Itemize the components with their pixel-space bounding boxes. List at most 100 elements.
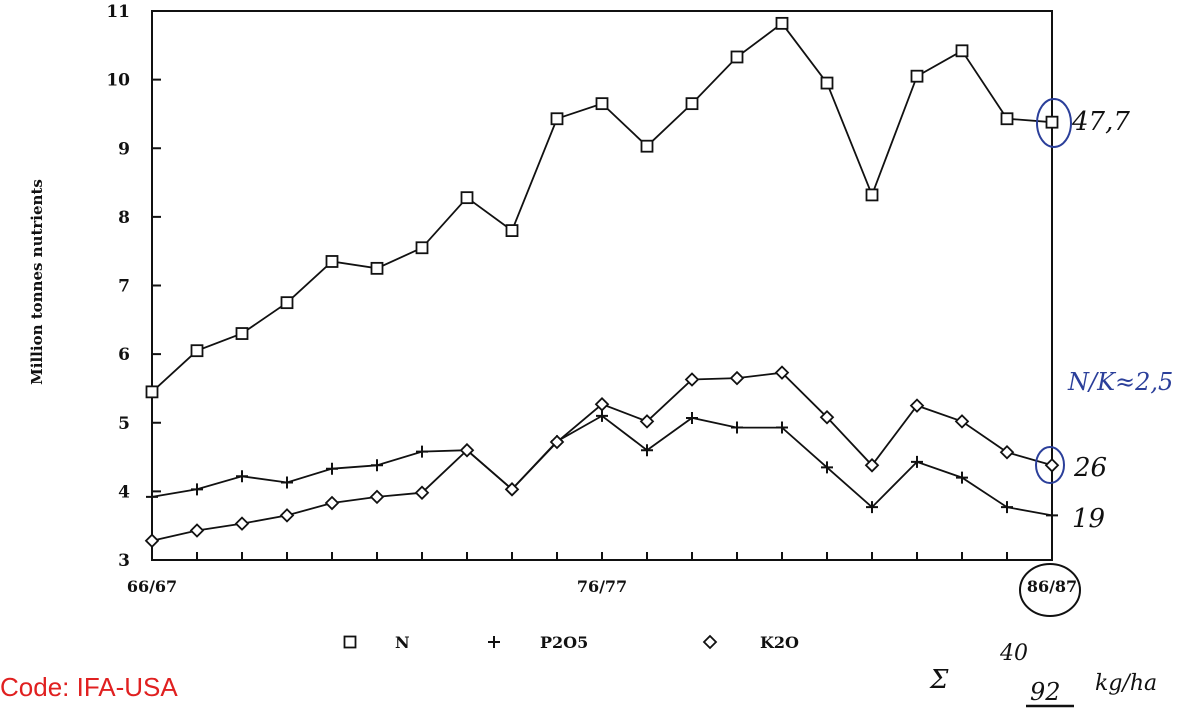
data-point-plus (1046, 509, 1058, 522)
y-tick-label: 9 (118, 139, 130, 159)
y-tick-label: 3 (118, 551, 130, 571)
y-tick-label: 7 (118, 277, 130, 297)
y-axis: 3 4 5 6 7 8 9 10 11 (106, 2, 161, 571)
y-tick-label: 5 (118, 414, 130, 434)
data-point-square (865, 188, 879, 202)
annotation-p-end: 19 (1072, 504, 1105, 534)
data-point-square (640, 139, 654, 153)
series-p2o5 (146, 409, 1058, 522)
data-point-diamond (189, 523, 205, 538)
data-point-square (595, 97, 609, 111)
data-point-square (820, 76, 834, 90)
series-k2o (144, 365, 1060, 549)
data-point-diamond (414, 485, 430, 501)
annotation-sum-denominator: 92 (1030, 678, 1061, 706)
circle-n-end (1036, 98, 1072, 148)
data-point-diamond (702, 634, 718, 650)
data-point-plus (596, 409, 608, 422)
y-tick-label: 11 (106, 2, 130, 22)
x-axis: 66/67 76/77 86/87 (127, 552, 1077, 596)
data-point-plus (776, 421, 788, 434)
data-point-plus (956, 471, 968, 484)
legend: N P2O5 K2O (343, 633, 799, 652)
data-point-plus (686, 411, 698, 424)
x-tick-label: 66/67 (127, 577, 177, 596)
annotation-n-end: 47,7 (1071, 107, 1130, 137)
source-code-label: Code: IFA-USA (0, 672, 178, 702)
data-point-plus (281, 476, 293, 489)
data-point-square (370, 261, 384, 275)
data-point-diamond (459, 442, 475, 458)
data-point-square (955, 44, 969, 58)
y-tick-label: 4 (118, 482, 130, 502)
annotation-sum-symbol: Σ (929, 665, 949, 695)
data-point-plus (191, 483, 203, 496)
legend-item: K2O (702, 633, 799, 652)
handwritten-annotations: 47,7 26 19 N/K≈2,5 Σ 40 92 kg/ha (929, 98, 1173, 708)
circle-k-end (1035, 446, 1065, 484)
legend-item: N (343, 633, 410, 652)
x-tick-label: 76/77 (577, 577, 627, 596)
data-point-square (910, 69, 924, 83)
data-point-diamond (954, 414, 970, 429)
data-point-diamond (594, 396, 610, 412)
y-tick-label: 10 (106, 71, 130, 91)
data-point-diamond (774, 365, 790, 380)
data-point-square (505, 224, 519, 238)
annotation-ratio: N/K≈2,5 (1067, 368, 1173, 396)
x-tick-label: 86/87 (1027, 577, 1077, 596)
data-point-diamond (324, 495, 340, 511)
data-point-diamond (639, 414, 655, 429)
legend-item: P2O5 (488, 633, 588, 652)
circle-last-tick (1019, 563, 1081, 617)
data-point-plus (146, 490, 158, 503)
data-point-square (343, 635, 357, 649)
data-point-diamond (1044, 458, 1060, 473)
data-point-plus (911, 455, 923, 468)
data-point-diamond (504, 482, 520, 497)
annotation-sum-unit: kg/ha (1095, 671, 1157, 696)
data-point-plus (731, 421, 743, 434)
data-point-square (550, 112, 564, 126)
data-point-square (775, 16, 789, 30)
annotation-k-end: 26 (1073, 453, 1107, 483)
series-layer (144, 16, 1060, 549)
legend-label: K2O (760, 633, 799, 652)
data-point-plus (326, 462, 338, 475)
data-point-diamond (999, 444, 1015, 460)
data-point-plus (1001, 501, 1013, 514)
series-n (145, 16, 1059, 399)
y-axis-label: Million tonnes nutrients (28, 179, 46, 385)
data-point-diamond (549, 434, 565, 450)
data-point-diamond (864, 458, 880, 473)
data-point-diamond (909, 398, 925, 413)
data-point-diamond (144, 533, 160, 549)
y-tick-label: 8 (118, 208, 130, 228)
data-point-diamond (684, 372, 700, 387)
data-point-diamond (234, 516, 250, 531)
data-point-square (190, 344, 204, 358)
legend-label: P2O5 (540, 633, 588, 652)
data-point-plus (236, 470, 248, 483)
data-point-square (685, 97, 699, 111)
data-point-square (415, 241, 429, 255)
data-point-plus (416, 445, 428, 458)
data-point-plus (821, 461, 833, 474)
data-point-square (1045, 115, 1059, 129)
data-point-square (145, 385, 159, 399)
data-point-square (1000, 112, 1014, 126)
data-point-plus (641, 444, 653, 457)
annotation-sum-numerator: 40 (999, 641, 1028, 666)
data-point-square (325, 255, 339, 268)
data-point-diamond (729, 370, 745, 386)
data-point-square (460, 191, 474, 205)
data-point-square (730, 50, 744, 64)
data-point-diamond (819, 409, 835, 425)
y-tick-label: 6 (118, 345, 130, 365)
data-point-plus (488, 636, 500, 648)
data-point-plus (371, 459, 383, 472)
data-point-diamond (279, 508, 295, 523)
data-point-diamond (369, 489, 385, 505)
data-point-square (235, 327, 249, 340)
